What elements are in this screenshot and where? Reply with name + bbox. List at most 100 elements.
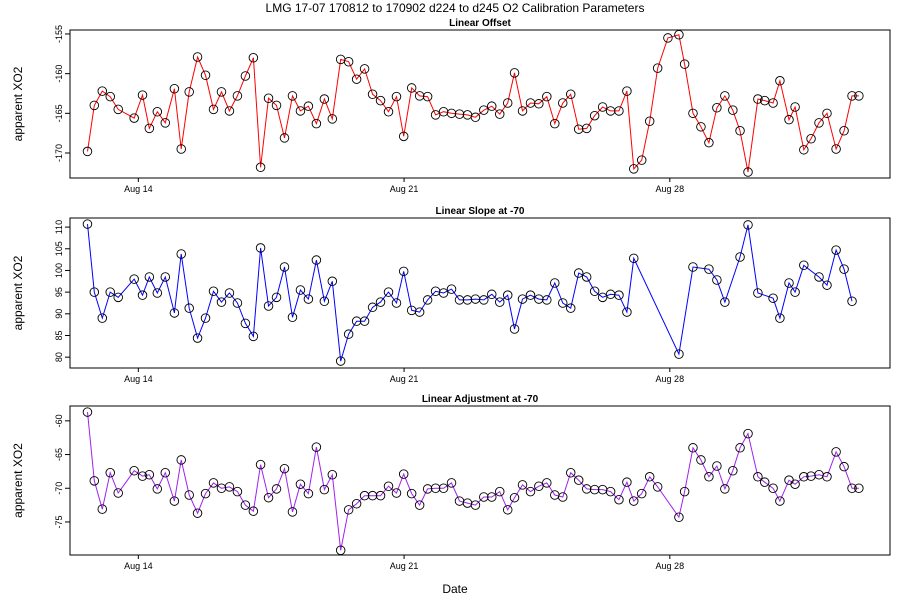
data-point xyxy=(97,504,108,514)
data-point xyxy=(367,302,378,313)
y-tick-label: -155 xyxy=(54,25,64,43)
data-point xyxy=(295,479,306,489)
data-point xyxy=(517,106,528,116)
data-point xyxy=(768,293,778,303)
x-tick-label: Aug 14 xyxy=(124,184,153,194)
data-point xyxy=(359,490,370,501)
data-point xyxy=(144,272,155,282)
data-point xyxy=(525,290,536,300)
data-point xyxy=(303,488,314,499)
plot-frame xyxy=(69,405,891,556)
data-point xyxy=(160,467,171,478)
data-point xyxy=(248,331,259,342)
panel-title: Linear Slope at -70 xyxy=(436,206,525,217)
data-point xyxy=(367,490,378,501)
data-point xyxy=(652,482,663,492)
data-point xyxy=(129,274,139,284)
data-point xyxy=(644,116,655,127)
data-point xyxy=(479,492,489,502)
data-point xyxy=(494,297,505,307)
data-point xyxy=(240,71,251,81)
y-tick-label: -60 xyxy=(54,414,64,427)
data-point xyxy=(550,278,560,288)
data-point xyxy=(759,477,770,487)
y-tick-label: 95 xyxy=(54,287,64,297)
data-point xyxy=(839,264,849,274)
data-point xyxy=(446,478,457,488)
y-axis-label: apparent XO2 xyxy=(11,443,25,518)
data-point xyxy=(462,295,473,305)
data-point xyxy=(446,284,457,294)
data-point xyxy=(383,481,394,491)
data-point xyxy=(534,481,544,491)
data-point xyxy=(784,114,794,125)
data-point xyxy=(558,298,568,308)
data-point xyxy=(327,470,338,480)
data-point xyxy=(735,126,745,136)
data-point xyxy=(82,407,93,417)
data-point xyxy=(113,104,123,115)
data-point xyxy=(831,144,841,154)
data-point xyxy=(806,133,816,144)
data-point xyxy=(565,89,576,100)
y-axis-label: apparent XO2 xyxy=(11,255,25,330)
y-axis-label: apparent XO2 xyxy=(11,66,25,141)
y-tick-label: 80 xyxy=(54,352,64,362)
data-point xyxy=(375,95,386,106)
data-point xyxy=(847,91,857,101)
y-tick-label: -65 xyxy=(54,448,64,461)
data-point xyxy=(775,313,785,323)
y-tick-label: -75 xyxy=(54,515,64,528)
data-point xyxy=(295,106,306,116)
data-point xyxy=(784,278,794,288)
data-point xyxy=(216,297,227,307)
data-point xyxy=(311,442,322,452)
data-point xyxy=(295,285,306,295)
data-point xyxy=(319,94,330,104)
x-tick-label: Aug 21 xyxy=(390,374,419,384)
data-point xyxy=(192,508,203,518)
data-point xyxy=(422,295,433,305)
data-point xyxy=(398,131,409,142)
data-point xyxy=(263,301,274,311)
data-point xyxy=(753,472,763,482)
data-point xyxy=(636,488,647,499)
plot-frame xyxy=(69,217,891,369)
data-point xyxy=(375,297,386,307)
data-point xyxy=(152,484,163,494)
x-tick-label: Aug 21 xyxy=(390,561,419,571)
data-point xyxy=(176,249,186,259)
data-point xyxy=(232,486,243,497)
data-point xyxy=(359,316,370,326)
data-point xyxy=(629,253,639,264)
data-point xyxy=(192,333,203,343)
data-point xyxy=(319,484,330,495)
data-point xyxy=(169,308,180,318)
data-point xyxy=(768,98,778,108)
y-tick-label: 85 xyxy=(54,330,64,340)
data-point xyxy=(565,303,576,313)
data-point xyxy=(137,290,148,300)
data-point xyxy=(263,93,274,103)
data-point xyxy=(160,118,171,128)
data-point xyxy=(105,287,115,297)
data-point xyxy=(422,91,433,102)
data-point xyxy=(255,459,266,470)
data-point xyxy=(152,106,163,117)
data-point xyxy=(438,288,449,298)
data-point xyxy=(614,290,624,300)
data-point xyxy=(502,290,513,300)
y-tick-label: -170 xyxy=(54,144,64,162)
data-point xyxy=(622,86,632,96)
data-point xyxy=(605,486,616,497)
x-tick-label: Aug 28 xyxy=(656,374,685,384)
data-point xyxy=(644,472,655,482)
data-point xyxy=(216,87,227,97)
data-point xyxy=(674,30,684,40)
y-tick-label: 105 xyxy=(54,241,64,256)
data-point xyxy=(192,52,203,62)
data-point xyxy=(589,286,600,297)
data-point xyxy=(279,463,290,474)
data-point xyxy=(720,91,730,101)
data-point xyxy=(240,318,251,329)
